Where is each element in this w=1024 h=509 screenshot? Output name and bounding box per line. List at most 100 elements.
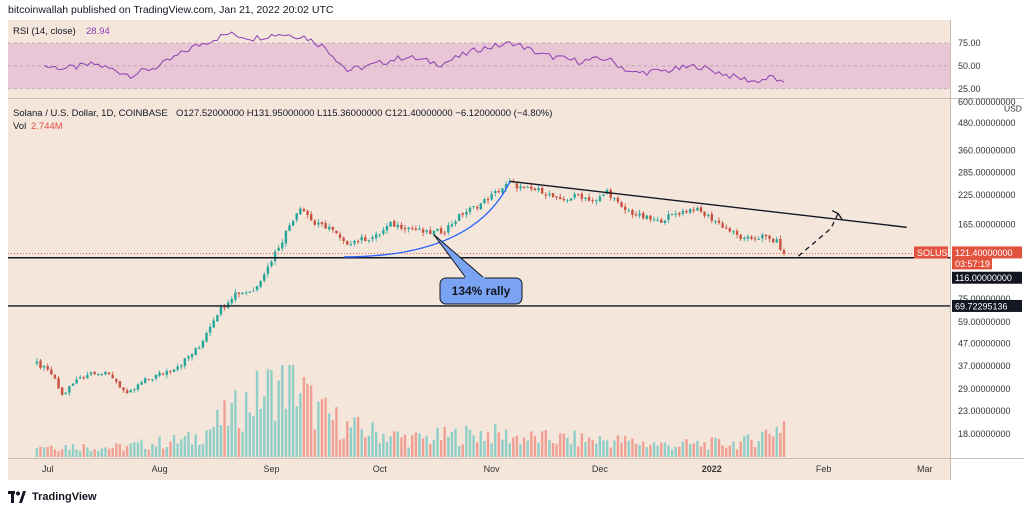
candle-body — [320, 222, 324, 225]
candle-body — [548, 193, 551, 195]
candle-body — [328, 227, 331, 230]
volume-bar — [645, 446, 649, 457]
candle-body — [768, 235, 771, 239]
price-tick-label: 225.00000000 — [958, 190, 1016, 200]
candle-body — [392, 221, 396, 227]
candle-body — [569, 198, 573, 201]
candle-body — [194, 348, 197, 355]
volume-bar — [580, 433, 584, 457]
x-tick-label: 2022 — [702, 464, 722, 474]
volume-bar — [728, 445, 732, 457]
candle-body — [324, 223, 327, 229]
volume-bar — [681, 441, 685, 457]
candle-body — [125, 390, 129, 394]
volume-bar — [548, 440, 551, 457]
candle-body — [721, 223, 724, 228]
candle-body — [562, 198, 566, 201]
support-badge-bg — [952, 271, 1022, 284]
candle-body — [143, 378, 147, 383]
price-tick-label: 165.00000000 — [958, 219, 1016, 229]
candle-body — [291, 220, 295, 226]
candle-body — [660, 219, 663, 223]
volume-bar — [609, 447, 612, 457]
candle-body — [645, 215, 649, 219]
volume-bar — [216, 409, 219, 457]
volume-bar — [299, 393, 302, 457]
candle-body — [35, 361, 39, 364]
candle-body — [559, 197, 562, 200]
volume-bar — [104, 447, 107, 457]
candle-body — [338, 234, 342, 238]
volume-bar — [685, 439, 688, 457]
volume-bar — [775, 426, 778, 457]
candle-body — [255, 286, 259, 290]
candle-body — [764, 234, 768, 237]
candle-body — [367, 239, 371, 241]
volume-bar — [551, 442, 555, 457]
volume-bar — [508, 443, 511, 457]
volume-bar — [320, 399, 324, 457]
x-tick-label: Nov — [484, 464, 501, 474]
volume-bar — [335, 407, 338, 457]
volume-bar — [598, 436, 602, 457]
volume-bar — [172, 435, 176, 457]
candle-body — [270, 261, 273, 267]
candle-body — [104, 371, 107, 375]
volume-bar — [490, 443, 493, 457]
volume-bar — [782, 420, 786, 457]
vol-legend-label: Vol — [13, 121, 26, 132]
volume-bar — [118, 444, 122, 457]
candle-body — [638, 213, 641, 216]
candle-body — [717, 220, 721, 223]
candle-body — [302, 209, 306, 212]
candle-body — [205, 333, 208, 342]
volume-bar — [302, 377, 306, 457]
volume-bar — [519, 443, 522, 457]
candle-body — [710, 214, 713, 221]
volume-bar — [281, 365, 284, 457]
candle-body — [122, 387, 125, 391]
candle-body — [732, 231, 735, 233]
volume-bar — [414, 432, 418, 457]
volume-bar — [750, 439, 753, 457]
candle-body — [421, 229, 425, 233]
volume-bar — [78, 451, 82, 457]
volume-bar — [432, 439, 436, 457]
candle-body — [396, 224, 399, 228]
x-tick-label: Aug — [152, 464, 168, 474]
candle-body — [714, 221, 717, 223]
candle-body — [595, 200, 598, 202]
candle-body — [295, 213, 298, 220]
volume-bar — [313, 429, 316, 457]
volume-bar — [475, 442, 479, 457]
candle-body — [75, 379, 78, 384]
volume-bar — [533, 435, 537, 457]
volume-bar — [143, 448, 147, 457]
rsi-legend-name: RSI (14, close) — [13, 26, 76, 37]
volume-bar — [714, 437, 717, 457]
volume-bar — [208, 429, 212, 457]
volume-bar — [761, 431, 764, 457]
volume-bar — [241, 431, 244, 457]
x-tick-label: Dec — [592, 464, 609, 474]
volume-bar — [436, 427, 439, 457]
volume-bar — [42, 447, 46, 457]
volume-bar — [631, 438, 634, 457]
callout-join — [465, 277, 485, 280]
volume-bar — [443, 426, 446, 457]
volume-bar — [328, 413, 331, 457]
volume-bar — [176, 443, 179, 457]
volume-bar — [187, 431, 190, 457]
volume-bar — [364, 437, 367, 457]
candle-body — [735, 230, 739, 235]
candle-body — [288, 225, 291, 231]
candle-body — [154, 374, 158, 379]
candle-body — [685, 211, 688, 213]
candle-body — [223, 306, 226, 308]
volume-bar — [68, 449, 71, 457]
time-axis-bg — [8, 459, 950, 480]
candle-body — [284, 230, 288, 244]
candle-body — [371, 237, 374, 239]
candle-body — [656, 219, 659, 221]
